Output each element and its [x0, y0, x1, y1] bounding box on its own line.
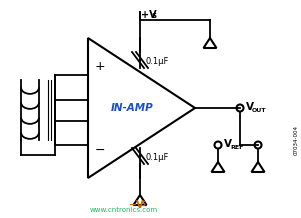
- Text: V: V: [224, 139, 232, 149]
- Text: OUT: OUT: [252, 107, 266, 112]
- Text: −: −: [95, 143, 105, 157]
- Text: V: V: [246, 102, 254, 112]
- Text: 07034-004: 07034-004: [294, 125, 299, 155]
- Text: 0.1μF: 0.1μF: [146, 153, 169, 162]
- Text: S: S: [152, 13, 157, 19]
- Text: IN-AMP: IN-AMP: [111, 103, 154, 113]
- Text: −V: −V: [129, 200, 144, 210]
- Text: www.cntronics.com: www.cntronics.com: [90, 207, 158, 213]
- Text: 0.1μF: 0.1μF: [146, 56, 169, 65]
- Text: REF: REF: [230, 145, 244, 150]
- Text: +V: +V: [141, 10, 157, 20]
- Text: S: S: [141, 201, 146, 207]
- Text: +: +: [95, 60, 105, 73]
